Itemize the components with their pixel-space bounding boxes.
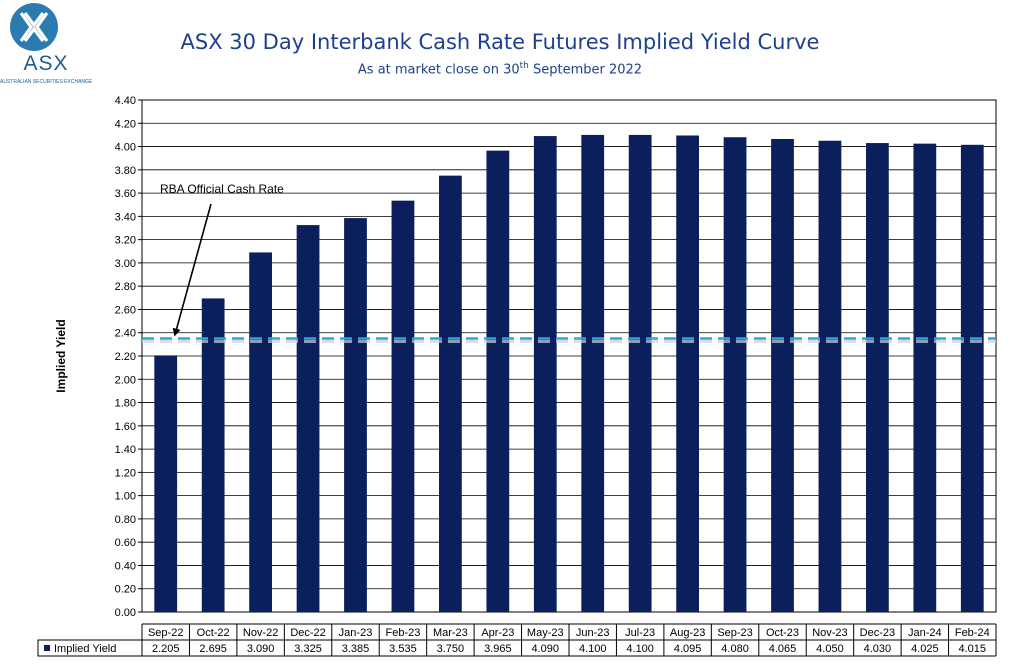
x-category-label: Jun-23 — [576, 627, 610, 639]
bar — [723, 137, 747, 612]
y-axis-title: Implied Yield — [54, 319, 68, 392]
table-value: 2.695 — [199, 643, 227, 655]
y-tick-label: 0.80 — [115, 514, 136, 526]
x-category-label: Dec-23 — [860, 627, 895, 639]
table-value: 4.100 — [626, 643, 654, 655]
bar — [913, 143, 937, 613]
x-category-label: Aug-23 — [670, 627, 705, 639]
bar — [581, 134, 605, 612]
subtitle-sup: th — [519, 61, 529, 71]
y-tick-label: 1.40 — [115, 444, 136, 456]
rba-annotation-label: RBA Official Cash Rate — [160, 182, 284, 196]
asx-logo-text: ASX — [23, 52, 69, 75]
bar — [676, 135, 699, 612]
bar — [533, 136, 557, 612]
y-tick-label: 3.80 — [115, 165, 136, 177]
bar — [960, 144, 984, 613]
y-tick-label: 2.20 — [115, 351, 136, 363]
table-value: 4.030 — [864, 643, 892, 655]
bar — [439, 175, 462, 613]
chart-subtitle: As at market close on 30th September 202… — [240, 61, 760, 77]
x-category-label: Jul-23 — [625, 627, 655, 639]
y-tick-label: 2.00 — [115, 374, 136, 386]
x-category-label: Jan-24 — [908, 627, 942, 639]
y-tick-label: 4.20 — [115, 118, 136, 130]
x-category-label: Nov-22 — [243, 627, 278, 639]
y-tick-label: 4.00 — [115, 142, 136, 154]
x-category-label: Feb-24 — [955, 627, 990, 639]
table-value: 3.750 — [437, 643, 465, 655]
asx-logo: ASX AUSTRALIAN SECURITIES EXCHANGE — [0, 0, 92, 92]
y-tick-label: 4.40 — [115, 95, 136, 107]
bar — [154, 355, 178, 612]
table-value: 3.385 — [342, 643, 370, 655]
table-value: 4.025 — [911, 643, 939, 655]
table-value: 4.095 — [674, 643, 702, 655]
x-category-label: Nov-23 — [812, 627, 847, 639]
x-category-label: Jan-23 — [339, 627, 373, 639]
y-tick-label: 0.00 — [115, 607, 136, 619]
y-tick-label: 2.40 — [115, 328, 136, 340]
table-value: 3.090 — [247, 643, 275, 655]
x-category-label: Sep-22 — [148, 627, 183, 639]
table-value: 3.535 — [389, 643, 417, 655]
legend-series-name: Implied Yield — [54, 643, 116, 655]
rba-annotation-arrow — [172, 203, 212, 337]
plot-area-border — [141, 99, 997, 613]
asx-logo-subtext: AUSTRALIAN SECURITIES EXCHANGE — [0, 79, 92, 85]
x-category-label: May-23 — [527, 627, 564, 639]
bar — [296, 225, 320, 612]
bar — [818, 140, 842, 612]
bar — [771, 138, 794, 612]
y-tick-label: 0.40 — [115, 560, 136, 572]
x-category-label: Mar-23 — [433, 627, 468, 639]
table-value: 4.050 — [816, 643, 844, 655]
table-value: 4.080 — [721, 643, 749, 655]
table-value: 3.325 — [294, 643, 322, 655]
y-tick-label: 3.40 — [115, 211, 136, 223]
x-category-label: Feb-23 — [386, 627, 421, 639]
table-value: 4.100 — [579, 643, 607, 655]
bar — [866, 143, 889, 612]
chart-title: ASX 30 Day Interbank Cash Rate Futures I… — [180, 30, 820, 54]
y-tick-label: 2.80 — [115, 281, 136, 293]
table-value: 4.065 — [769, 643, 797, 655]
y-tick-label: 0.20 — [115, 584, 136, 596]
x-category-label: Dec-22 — [290, 627, 325, 639]
legend-swatch — [44, 645, 50, 651]
x-category-label: Oct-22 — [197, 627, 230, 639]
y-tick-label: 0.60 — [115, 537, 136, 549]
y-tick-label: 1.60 — [115, 421, 136, 433]
x-category-label: Oct-23 — [766, 627, 799, 639]
x-category-label: Sep-23 — [717, 627, 752, 639]
y-tick-label: 3.00 — [115, 258, 136, 270]
x-category-label: Apr-23 — [481, 627, 514, 639]
subtitle-suffix: September 2022 — [528, 62, 643, 78]
y-tick-label: 2.60 — [115, 304, 136, 316]
table-value: 4.015 — [959, 643, 987, 655]
subtitle-prefix: As at market close on 30 — [357, 62, 520, 78]
asx-logo-mark-icon — [10, 3, 58, 51]
y-tick-label: 1.20 — [115, 467, 136, 479]
bar — [486, 150, 510, 613]
table-value: 3.965 — [484, 643, 512, 655]
y-tick-label: 3.20 — [115, 235, 136, 247]
table-value: 2.205 — [152, 643, 180, 655]
table-value: 4.090 — [532, 643, 560, 655]
y-tick-label: 1.00 — [115, 491, 136, 503]
bar — [344, 218, 367, 613]
bar — [201, 298, 225, 612]
y-tick-label: 3.60 — [115, 188, 136, 200]
bar — [249, 252, 272, 612]
bar — [391, 200, 415, 612]
y-tick-label: 1.80 — [115, 398, 136, 410]
bar — [628, 134, 652, 612]
